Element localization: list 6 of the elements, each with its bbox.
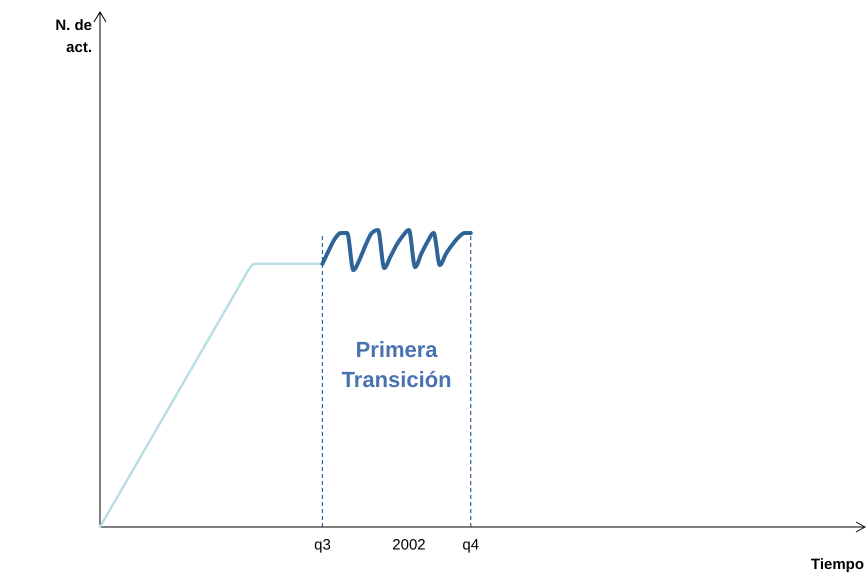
x-axis-title: Tiempo — [810, 556, 864, 573]
x-tick-label: 2002 — [392, 536, 426, 554]
x-tick-label: q3 — [314, 536, 331, 554]
annotation: Primera Transición — [342, 337, 452, 392]
x-tick-label: q4 — [462, 536, 480, 554]
text: N. de act. — [55, 17, 92, 56]
